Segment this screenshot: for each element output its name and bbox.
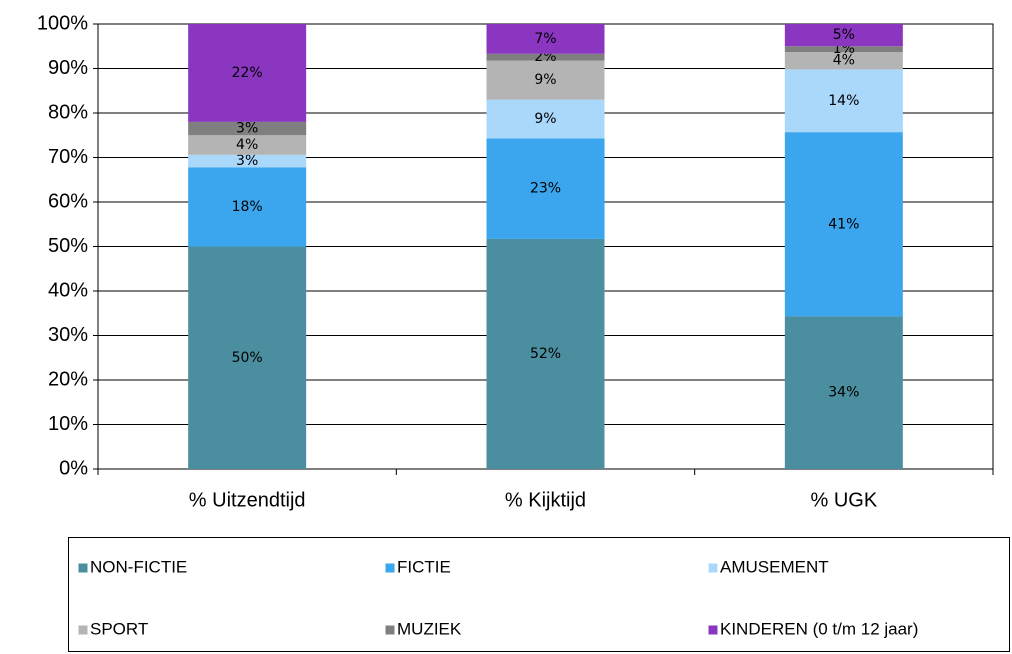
- bar-segment: [784, 69, 903, 133]
- y-tick-label: 90%: [48, 57, 88, 79]
- bar-segment: [486, 24, 605, 54]
- bar-segment: [188, 154, 307, 168]
- bar-segment: [486, 138, 605, 239]
- data-label: 9%: [534, 111, 556, 127]
- data-label: 3%: [236, 153, 258, 169]
- data-label: 34%: [828, 385, 859, 401]
- data-label: 4%: [236, 137, 258, 153]
- data-label: 18%: [232, 199, 263, 215]
- data-label: 41%: [828, 216, 859, 232]
- y-tick-label: 60%: [48, 190, 88, 212]
- y-tick-label: 40%: [48, 279, 88, 301]
- bar-segment: [188, 24, 307, 122]
- x-tick-label: % UGK: [810, 489, 877, 511]
- data-label: 5%: [833, 27, 855, 43]
- y-tick-label: 70%: [48, 146, 88, 168]
- bar-segment: [188, 246, 307, 469]
- x-tick-label: % Uitzendtijd: [189, 489, 306, 511]
- data-label: 9%: [534, 72, 556, 88]
- legend-label: FICTIE: [397, 557, 451, 576]
- y-tick-label: 100%: [37, 12, 88, 34]
- y-tick-label: 0%: [59, 457, 88, 479]
- x-tick-label: % Kijktijd: [505, 489, 586, 511]
- data-label: 52%: [530, 346, 561, 362]
- y-tick-label: 30%: [48, 324, 88, 346]
- y-tick-label: 10%: [48, 413, 88, 435]
- legend-label: AMUSEMENT: [720, 557, 829, 576]
- y-tick-label: 20%: [48, 368, 88, 390]
- bar-segment: [784, 46, 903, 53]
- data-label: 7%: [534, 31, 556, 47]
- legend-swatch: [384, 562, 396, 574]
- legend-swatch: [707, 562, 719, 574]
- data-label: 3%: [236, 121, 258, 137]
- data-label: 50%: [232, 350, 263, 366]
- legend-box: [68, 537, 1010, 652]
- bar-segment: [784, 132, 903, 317]
- bar-segment: [486, 99, 605, 139]
- bar-segment: [784, 24, 903, 47]
- bar-segment: [486, 60, 605, 100]
- bar-segment: [784, 52, 903, 70]
- bar-segment: [188, 167, 307, 247]
- legend-swatch: [707, 624, 719, 636]
- data-label: 23%: [530, 181, 561, 197]
- legend-swatch: [77, 624, 89, 636]
- data-label: 4%: [833, 53, 855, 69]
- data-label: 14%: [828, 93, 859, 109]
- bar-segment: [188, 135, 307, 155]
- legend-label: MUZIEK: [397, 619, 462, 638]
- bar-segment: [486, 238, 605, 469]
- bar-segment: [784, 316, 903, 469]
- legend-label: NON-FICTIE: [90, 557, 187, 576]
- legend-label: KINDEREN (0 t/m 12 jaar): [720, 619, 918, 638]
- legend-label: SPORT: [90, 619, 148, 638]
- bar-segment: [188, 121, 307, 136]
- y-tick-label: 80%: [48, 101, 88, 123]
- data-label: 22%: [232, 65, 263, 81]
- bar-segment: [486, 53, 605, 61]
- legend-swatch: [384, 624, 396, 636]
- legend-swatch: [77, 562, 89, 574]
- y-tick-label: 50%: [48, 235, 88, 257]
